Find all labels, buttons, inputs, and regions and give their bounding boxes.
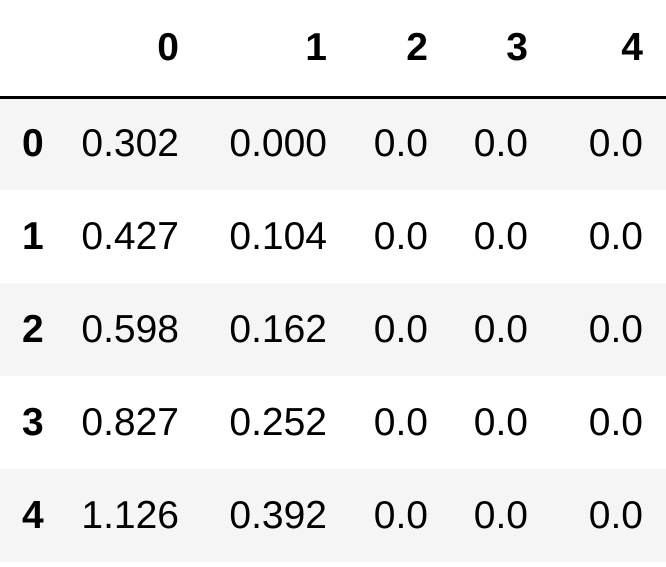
column-header-0: 0 bbox=[62, 0, 202, 99]
table-cell: 0.0 bbox=[473, 307, 528, 351]
table-cell: 0.302 bbox=[81, 122, 179, 166]
table-cell: 0.0 bbox=[373, 307, 428, 351]
table-cell: 0.252 bbox=[229, 400, 327, 444]
table-cell: 0.0 bbox=[588, 214, 643, 258]
table-cell: 0.427 bbox=[81, 214, 179, 258]
table-row: 0 0.302 0.000 0.0 0.0 0.0 bbox=[0, 97, 666, 190]
row-index: 0 bbox=[22, 122, 44, 166]
table-cell: 0.162 bbox=[229, 307, 327, 351]
header-row: 0 1 2 3 4 bbox=[0, 0, 666, 99]
table-cell: 0.0 bbox=[473, 214, 528, 258]
row-index: 4 bbox=[22, 493, 44, 537]
table-body: 0 0.302 0.000 0.0 0.0 0.0 1 0.427 0.104 … bbox=[0, 97, 666, 562]
table-cell: 0.0 bbox=[373, 400, 428, 444]
table-cell: 0.0 bbox=[373, 122, 428, 166]
table-cell: 0.0 bbox=[588, 400, 643, 444]
table-cell: 0.0 bbox=[588, 307, 643, 351]
column-header-2: 2 bbox=[350, 0, 451, 99]
row-index: 1 bbox=[22, 214, 44, 258]
table-cell: 0.598 bbox=[81, 307, 179, 351]
table-row: 3 0.827 0.252 0.0 0.0 0.0 bbox=[0, 376, 666, 469]
row-index: 2 bbox=[22, 307, 44, 351]
table-cell: 0.392 bbox=[229, 493, 327, 537]
row-index: 3 bbox=[22, 400, 44, 444]
column-header-4: 4 bbox=[551, 0, 666, 99]
table-cell: 1.126 bbox=[81, 493, 179, 537]
table-cell: 0.0 bbox=[588, 122, 643, 166]
table-cell: 0.0 bbox=[473, 400, 528, 444]
table-cell: 0.104 bbox=[229, 214, 327, 258]
table-cell: 0.000 bbox=[229, 122, 327, 166]
table-cell: 0.0 bbox=[473, 493, 528, 537]
column-header-1: 1 bbox=[202, 0, 350, 99]
column-header-3: 3 bbox=[451, 0, 551, 99]
table-row: 4 1.126 0.392 0.0 0.0 0.0 bbox=[0, 469, 666, 562]
table-header: 0 1 2 3 4 bbox=[0, 0, 666, 99]
table-cell: 0.0 bbox=[373, 214, 428, 258]
table-cell: 0.827 bbox=[81, 400, 179, 444]
table-row: 2 0.598 0.162 0.0 0.0 0.0 bbox=[0, 283, 666, 376]
table-cell: 0.0 bbox=[373, 493, 428, 537]
table-cell: 0.0 bbox=[588, 493, 643, 537]
table-cell: 0.0 bbox=[473, 122, 528, 166]
index-column-header bbox=[0, 0, 62, 99]
table-row: 1 0.427 0.104 0.0 0.0 0.0 bbox=[0, 190, 666, 283]
